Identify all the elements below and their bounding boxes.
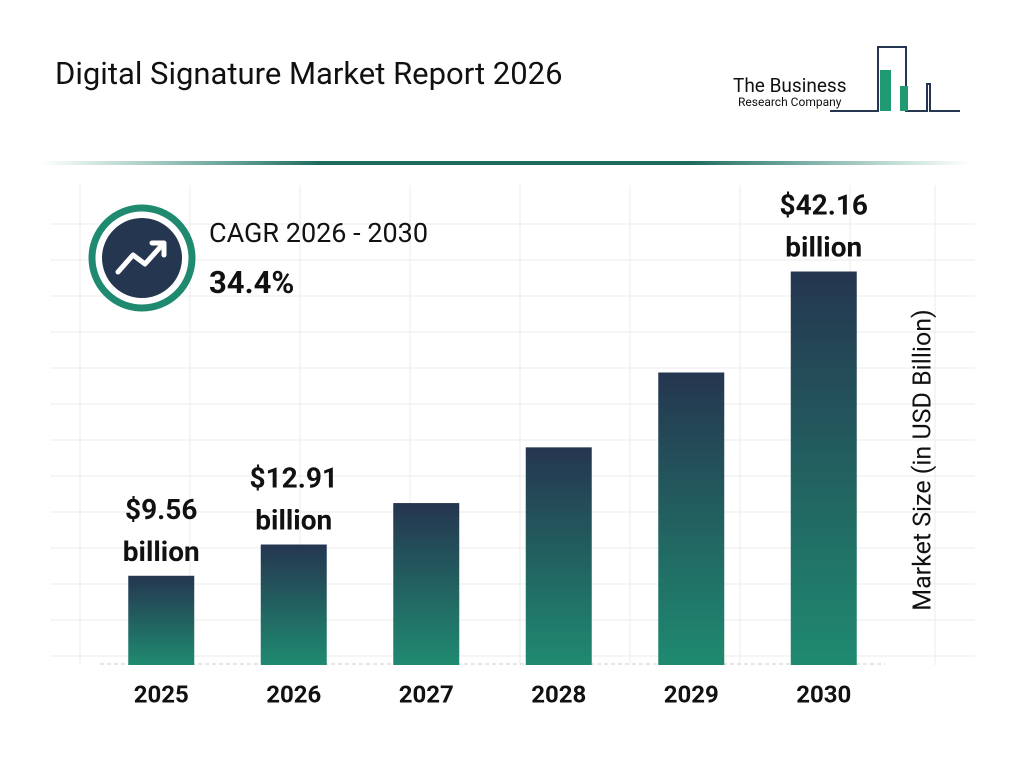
x-tick-label: 2028 — [531, 680, 586, 708]
x-tick-label: 2025 — [134, 680, 189, 708]
logo-text: The Business — [733, 74, 847, 97]
x-tick-label: 2030 — [796, 680, 851, 708]
x-tick-label: 2027 — [399, 680, 454, 708]
cagr-icon — [88, 204, 196, 312]
bar — [260, 544, 327, 665]
x-tick-label: 2026 — [266, 680, 321, 708]
cagr-value: 34.4% — [209, 264, 294, 301]
bar — [393, 503, 460, 665]
logo: The Business Research Company — [733, 46, 960, 112]
y-axis-label: Market Size (in USD Billion) — [909, 309, 938, 611]
logo-subtext: Research Company — [738, 95, 842, 109]
value-label: $42.16 billion — [780, 189, 868, 264]
bar — [525, 447, 592, 665]
value-label: $9.56 billion — [123, 493, 200, 568]
x-tick-label: 2029 — [664, 680, 719, 708]
bar — [790, 271, 857, 665]
chart-title: Digital Signature Market Report 2026 — [55, 55, 563, 92]
separator — [40, 161, 970, 165]
bar — [658, 372, 725, 665]
value-label: $12.91 billion — [250, 462, 338, 537]
cagr-label: CAGR 2026 - 2030 — [209, 217, 428, 249]
bar — [128, 575, 195, 665]
